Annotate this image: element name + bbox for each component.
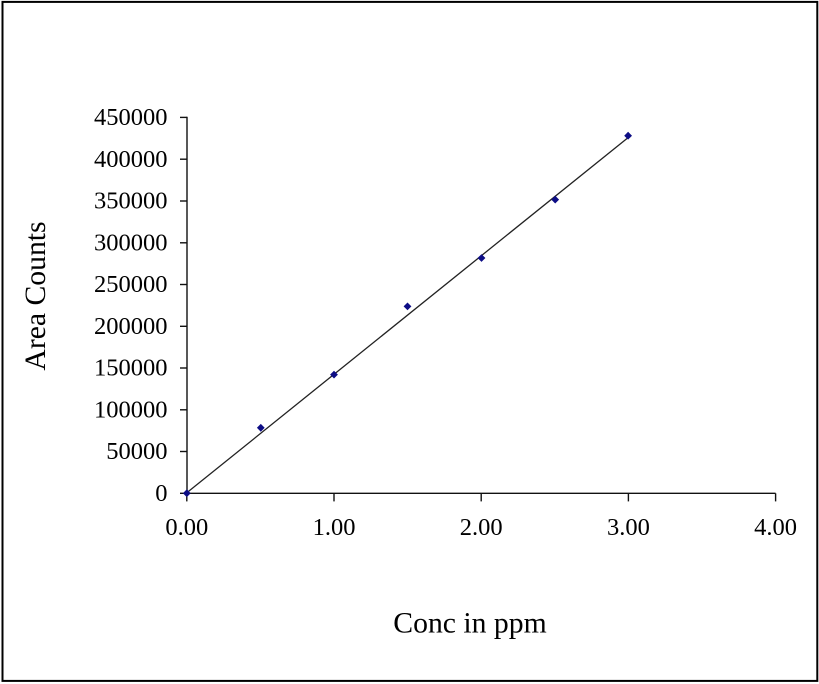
svg-text:350000: 350000 (94, 188, 168, 215)
svg-text:Area Counts: Area Counts (20, 221, 52, 370)
svg-text:200000: 200000 (94, 313, 168, 340)
svg-text:2.00: 2.00 (460, 514, 503, 541)
svg-text:250000: 250000 (94, 271, 168, 298)
svg-text:300000: 300000 (94, 230, 168, 257)
svg-text:450000: 450000 (94, 104, 168, 131)
svg-text:4.00: 4.00 (754, 514, 797, 541)
svg-text:3.00: 3.00 (607, 514, 650, 541)
svg-text:Conc in ppm: Conc in ppm (393, 608, 546, 640)
svg-text:50000: 50000 (106, 438, 167, 465)
svg-text:400000: 400000 (94, 146, 168, 173)
svg-text:0: 0 (155, 480, 167, 507)
svg-text:100000: 100000 (94, 397, 168, 424)
svg-text:0.00: 0.00 (165, 514, 208, 541)
svg-text:1.00: 1.00 (313, 514, 356, 541)
svg-text:150000: 150000 (94, 355, 168, 382)
